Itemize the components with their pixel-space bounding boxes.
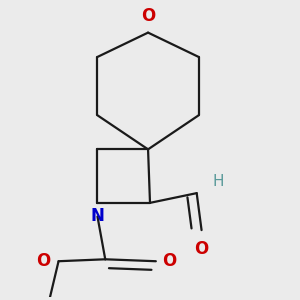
Text: O: O bbox=[194, 240, 209, 258]
Text: O: O bbox=[162, 252, 176, 270]
Text: O: O bbox=[37, 252, 51, 270]
Text: N: N bbox=[91, 207, 104, 225]
Text: O: O bbox=[141, 7, 155, 25]
Text: H: H bbox=[212, 174, 224, 189]
